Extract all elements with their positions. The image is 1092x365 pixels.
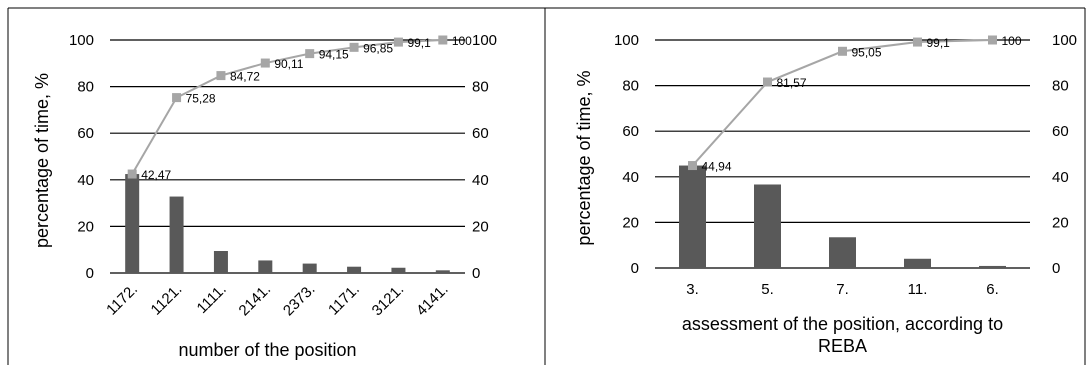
y-tick-label: 80 <box>622 78 639 95</box>
y-tick-label: 60 <box>622 123 639 140</box>
line-marker <box>988 35 997 45</box>
bar <box>391 267 406 273</box>
y-tick-label: 40 <box>622 169 639 186</box>
bar <box>302 263 317 273</box>
data-label: 99,1 <box>407 36 431 50</box>
y2-tick-label: 20 <box>1052 214 1069 231</box>
data-label: 44,94 <box>702 160 732 174</box>
x-tick-label: 4141. <box>413 281 452 320</box>
y-tick-label: 80 <box>77 79 94 96</box>
x-axis-label: assessment of the position, according to… <box>682 314 1003 356</box>
x-tick-label: 7. <box>836 281 849 298</box>
bar <box>213 251 228 273</box>
line-marker <box>127 169 137 179</box>
x-tick-label: 11. <box>908 281 928 298</box>
x-tick-label: 5. <box>761 281 774 298</box>
y2-tick-label: 60 <box>1052 123 1069 140</box>
data-label: 75,28 <box>186 92 216 106</box>
line-marker <box>216 71 226 81</box>
x-tick-label: 1172. <box>103 281 141 319</box>
bar <box>258 260 273 273</box>
bar <box>754 184 781 268</box>
y-tick-label: 0 <box>631 260 639 277</box>
y2-tick-label: 60 <box>472 125 489 142</box>
data-label: 95,05 <box>852 45 882 59</box>
y2-tick-label: 80 <box>1052 78 1069 95</box>
y-tick-label: 60 <box>77 125 94 142</box>
x-tick-label: 1121. <box>148 281 186 319</box>
line-marker <box>393 37 403 47</box>
y2-tick-label: 40 <box>1052 169 1069 186</box>
x-tick-label: 1171. <box>325 281 363 319</box>
line-marker <box>913 37 922 47</box>
data-label: 99,1 <box>927 36 951 50</box>
y2-tick-label: 20 <box>472 218 489 235</box>
bar <box>125 174 140 273</box>
y-tick-label: 20 <box>622 214 639 231</box>
line-marker <box>172 93 182 103</box>
x-tick-label: 1111. <box>194 281 230 317</box>
data-label: 100 <box>1002 34 1022 48</box>
y-tick-label: 100 <box>614 32 639 49</box>
x-tick-label: 6. <box>986 281 999 298</box>
bar <box>679 165 706 268</box>
data-label: 81,57 <box>777 76 807 90</box>
y2-tick-label: 100 <box>1052 32 1077 49</box>
y-tick-label: 0 <box>86 265 94 282</box>
x-tick-label: 3121. <box>369 281 408 320</box>
data-label: 42,47 <box>141 168 171 182</box>
chart-2: 0 20 40 60 80 100 0 20 40 60 80 100 44,94 81,57 95,05 9… <box>574 32 1077 356</box>
y-tick-label: 20 <box>77 218 94 235</box>
line-marker <box>260 58 270 68</box>
line-marker <box>688 161 697 171</box>
y2-tick-label: 0 <box>472 265 480 282</box>
bar <box>169 196 184 273</box>
x-tick-label: 2373. <box>280 281 319 320</box>
line-marker <box>763 77 772 87</box>
data-label: 94,15 <box>319 48 349 62</box>
y2-tick-label: 40 <box>472 172 489 189</box>
x-axis-label: number of the position <box>178 340 356 360</box>
line-marker <box>438 35 448 45</box>
line-marker <box>838 46 847 56</box>
bar <box>829 237 856 268</box>
x-tick-label: 3. <box>686 281 699 298</box>
bar <box>435 270 450 273</box>
bar <box>904 258 931 268</box>
bar <box>979 265 1006 268</box>
y-tick-label: 40 <box>77 172 94 189</box>
y2-tick-label: 100 <box>472 32 497 49</box>
y2-tick-label: 0 <box>1052 260 1060 277</box>
y2-tick-label: 80 <box>472 79 489 96</box>
x-tick-label: 2141. <box>236 281 275 320</box>
line-marker <box>349 42 359 52</box>
cumulative-line <box>691 39 993 167</box>
x-axis-label-line: REBA <box>818 336 867 356</box>
data-label: 90,11 <box>274 57 303 71</box>
bar <box>347 266 362 273</box>
cumulative-line <box>131 39 443 175</box>
chart-1: 0 20 40 60 80 100 0 20 40 60 80 100 42,47 75,28 84,72 9… <box>32 32 497 360</box>
line-marker <box>305 49 315 59</box>
y-axis-label: percentage of time, % <box>32 73 52 248</box>
y-axis-label: percentage of time, % <box>574 70 594 245</box>
data-label: 84,72 <box>230 70 260 84</box>
data-label: 96,85 <box>363 41 393 55</box>
y-tick-label: 100 <box>69 32 94 49</box>
x-axis-label-line: assessment of the position, according to <box>682 314 1003 334</box>
data-label: 100 <box>452 34 472 48</box>
